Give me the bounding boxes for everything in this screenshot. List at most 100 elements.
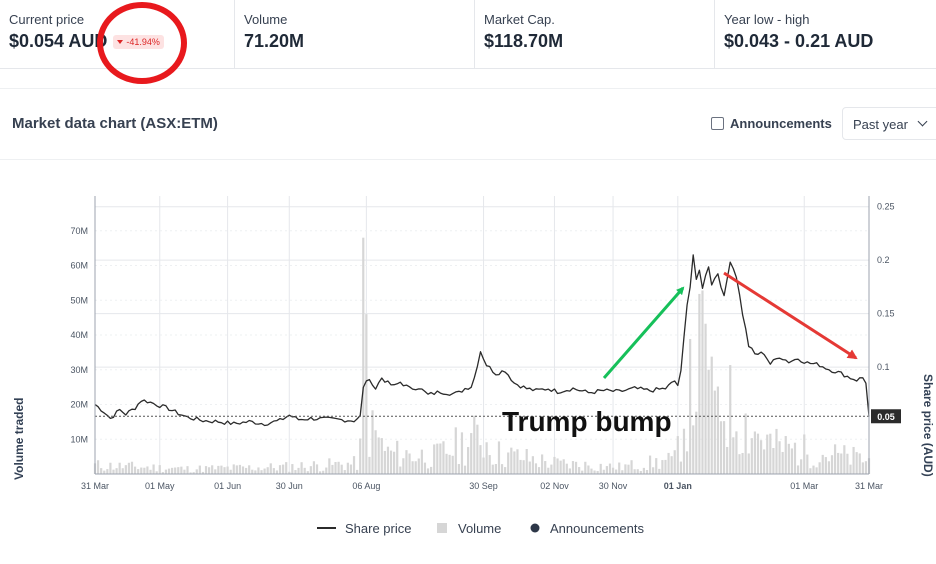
volume-bar	[167, 468, 171, 474]
volume-bar	[747, 453, 750, 474]
right-y-tick-label: 0.15	[877, 309, 895, 319]
volume-bar	[204, 466, 208, 474]
volume-bar	[531, 456, 534, 474]
volume-bar	[368, 456, 371, 474]
legend-share-price[interactable]: Share price	[345, 521, 411, 536]
volume-bar	[331, 464, 334, 474]
announcements-toggle[interactable]: Announcements	[711, 116, 832, 131]
volume-bar	[244, 467, 248, 474]
volume-bar	[177, 467, 180, 474]
volume-bar	[149, 469, 152, 474]
volume-bar	[285, 462, 288, 474]
volume-bar	[266, 467, 269, 474]
volume-bar	[198, 465, 201, 474]
right-y-tick-label: 0.2	[877, 255, 890, 265]
volume-bar	[445, 453, 448, 474]
volume-bar	[513, 451, 516, 474]
volume-bar	[494, 463, 497, 474]
volume-bar	[460, 432, 464, 474]
volume-bar	[371, 410, 374, 474]
volume-bar	[778, 441, 781, 474]
volume-bar	[315, 464, 319, 474]
x-tick-label: 01 May	[145, 481, 175, 491]
volume-bar	[608, 463, 612, 474]
down-arrow-annotation	[723, 271, 858, 360]
volume-bar	[655, 458, 658, 474]
x-tick-label: 06 Aug	[352, 481, 380, 491]
volume-bar	[636, 469, 639, 474]
checkbox-icon[interactable]	[711, 117, 724, 130]
volume-bar	[800, 459, 803, 474]
volume-bar	[411, 461, 414, 474]
volume-bar	[463, 465, 467, 474]
volume-bar	[297, 467, 300, 474]
volume-bar	[664, 459, 667, 474]
volume-bar	[670, 456, 673, 474]
volume-bar	[806, 454, 809, 474]
volume-bar	[590, 468, 593, 474]
volume-bar	[319, 471, 322, 474]
volume-bar	[809, 468, 812, 474]
volume-bar	[399, 466, 402, 474]
volume-bar	[288, 471, 291, 474]
volume-bar	[726, 446, 729, 474]
volume-bar	[106, 469, 109, 474]
volume-bar	[522, 460, 525, 474]
volume-bar	[568, 468, 571, 474]
volume-bar	[615, 469, 618, 474]
volume-bar	[223, 467, 226, 474]
legend-volume[interactable]: Volume	[458, 521, 501, 536]
volume-bar	[269, 463, 272, 474]
volume-bar	[356, 469, 359, 474]
volume-bar	[787, 443, 790, 474]
volume-bar	[140, 467, 143, 474]
left-y-tick-label: 50M	[70, 295, 88, 305]
volume-bar	[849, 464, 852, 474]
volume-bar	[729, 365, 732, 474]
volume-bar	[587, 465, 590, 474]
volume-bar	[627, 464, 630, 474]
volume-bar	[833, 444, 837, 474]
volume-bar	[377, 437, 380, 474]
volume-bar	[584, 461, 587, 474]
left-y-tick-label: 10M	[70, 434, 88, 444]
volume-bar	[232, 464, 235, 474]
volume-bar	[596, 471, 599, 474]
volume-bar	[852, 446, 855, 474]
volume-bar	[251, 469, 254, 474]
volume-bar	[272, 468, 275, 474]
volume-bar	[716, 386, 720, 474]
volume-bar	[769, 433, 772, 474]
volume-bar	[790, 448, 794, 474]
volume-bar	[698, 293, 701, 474]
volume-bar	[624, 464, 627, 474]
volume-bar	[192, 472, 195, 474]
x-tick-label: 01 Jun	[214, 481, 241, 491]
volume-bar	[235, 465, 238, 474]
volume-bar	[827, 461, 831, 474]
volume-bar	[365, 314, 368, 474]
right-y-tick-label: 0.1	[877, 362, 890, 372]
x-tick-label: 01 Mar	[790, 481, 818, 491]
volume-value: 71.20M	[244, 31, 305, 51]
volume-bar	[685, 451, 689, 474]
legend-announcements[interactable]: Announcements	[550, 521, 644, 536]
volume-bar	[238, 464, 242, 474]
last-price-marker	[871, 409, 901, 424]
volume-bar	[593, 470, 596, 474]
volume-bar	[201, 471, 205, 474]
volume-bar	[642, 467, 645, 474]
volume-bar	[300, 462, 303, 474]
price-series: 0.05	[94, 254, 901, 427]
volume-bar	[414, 461, 417, 474]
volume-bar	[133, 466, 137, 474]
volume-bar	[722, 421, 726, 474]
volume-bar	[374, 430, 377, 474]
volume-bar	[491, 464, 494, 474]
time-range-select[interactable]: Past year	[842, 107, 936, 140]
volume-bar	[241, 466, 245, 474]
volume-bar	[479, 445, 482, 474]
legend-announcements-swatch	[530, 523, 540, 533]
volume-bar	[103, 470, 106, 474]
volume-bar	[294, 470, 297, 474]
